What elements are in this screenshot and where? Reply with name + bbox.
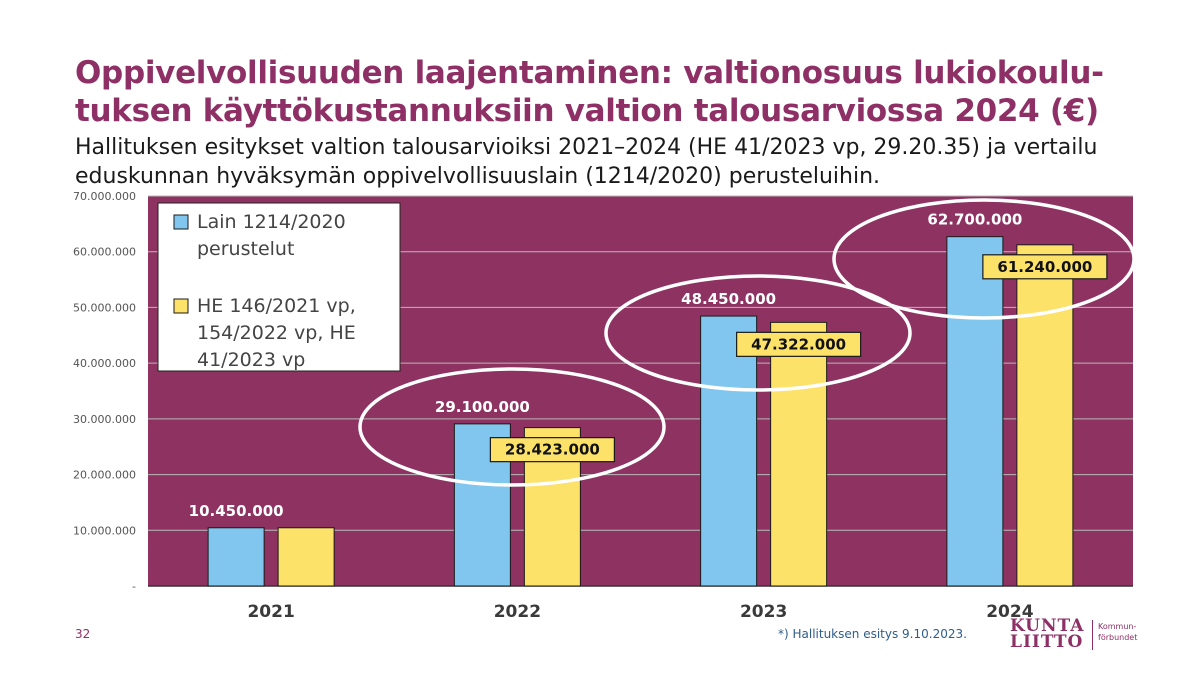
bar-lain-1214-2020-2024	[946, 236, 1004, 587]
logo-text-line2: LIITTO	[1010, 632, 1084, 652]
data-label-box	[489, 437, 615, 463]
x-tick-label: 2023	[740, 602, 787, 622]
logo-side-line1: Kommun-	[1098, 622, 1137, 631]
data-label-lain-1214-2020: 29.100.000	[435, 398, 530, 416]
legend-swatch-he	[173, 298, 189, 314]
data-label-lain-1214-2020: 48.450.000	[681, 290, 776, 308]
slide-subtitle: Hallituksen esitykset valtion talousarvi…	[75, 135, 1098, 189]
x-tick-label: 2021	[247, 602, 294, 622]
legend-box	[157, 202, 401, 372]
legend-label: 154/2022 vp, HE	[197, 322, 356, 344]
highlight-ellipse-2022	[358, 367, 666, 487]
y-tick-label: 20.000.000	[73, 469, 136, 482]
legend-label: 41/2023 vp	[197, 349, 305, 371]
legend-label: perustelut	[197, 238, 294, 260]
data-label-box	[736, 331, 862, 357]
y-tick-label: 40.000.000	[73, 357, 136, 370]
data-label-he: 28.423.000	[505, 441, 600, 459]
y-tick-label: 10.000.000	[73, 524, 136, 537]
highlight-ellipse-2023	[604, 274, 912, 392]
data-label-lain-1214-2020: 10.450.000	[189, 502, 284, 520]
highlight-ellipse-2024	[832, 198, 1136, 320]
logo-separator	[1092, 620, 1093, 650]
logo-text-line1: KUNTA	[1010, 616, 1085, 636]
x-tick-label: 2024	[986, 602, 1033, 622]
data-label-lain-1214-2020: 62.700.000	[927, 211, 1022, 229]
bar-he-2021	[277, 527, 335, 587]
data-label-he: 47.322.000	[751, 335, 846, 353]
legend-label: Lain 1214/2020	[197, 211, 346, 233]
y-tick-label: 30.000.000	[73, 413, 136, 426]
y-tick-label: -	[132, 580, 136, 593]
legend-swatch-lain-1214-2020	[173, 214, 189, 230]
footnote: *) Hallituksen esitys 9.10.2023.	[778, 627, 967, 641]
bar-lain-1214-2020-2023	[700, 315, 758, 587]
y-tick-label: 50.000.000	[73, 301, 136, 314]
x-tick-label: 2022	[494, 602, 541, 622]
bar-he-2024	[1016, 244, 1074, 587]
y-tick-label: 70.000.000	[73, 190, 136, 203]
logo-side-line2: förbundet	[1098, 633, 1138, 642]
logo-side-text: Kommun- förbundet	[1098, 621, 1137, 643]
bar-lain-1214-2020-2021	[207, 527, 265, 587]
data-label-he: 61.240.000	[997, 258, 1092, 276]
legend-label: HE 146/2021 vp,	[197, 295, 356, 317]
y-tick-label: 60.000.000	[73, 246, 136, 259]
kuntaliitto-logo: KUNTA LIITTO Kommun- förbundet	[1010, 618, 1170, 658]
page-number: 32	[75, 627, 91, 641]
slide-title: Oppivelvollisuuden laajentaminen: valtio…	[75, 55, 1104, 129]
data-label-box	[982, 254, 1108, 280]
bar-he-2023	[770, 321, 828, 587]
